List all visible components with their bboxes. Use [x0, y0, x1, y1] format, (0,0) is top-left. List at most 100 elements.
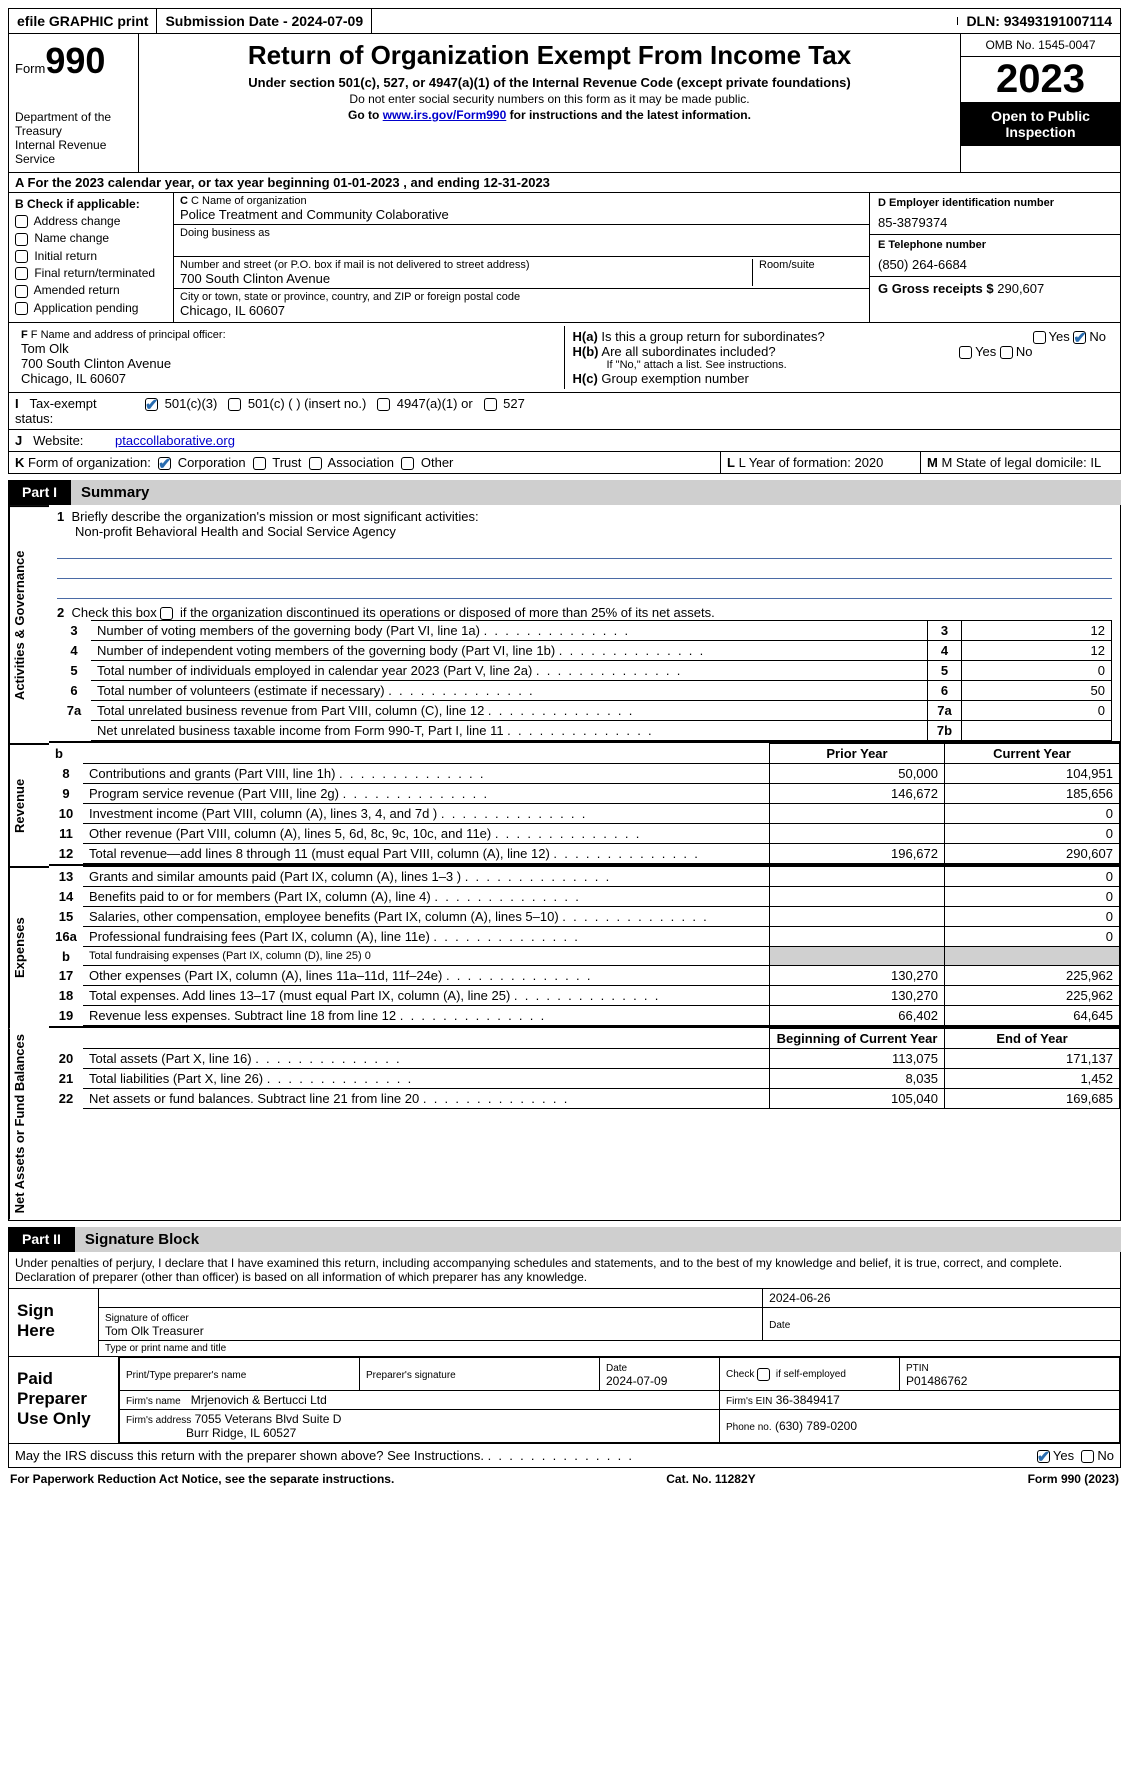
gross-receipts: 290,607	[997, 281, 1044, 296]
telephone: (850) 264-6684	[878, 257, 1112, 272]
domicile-state: IL	[1090, 455, 1101, 470]
dba-label: Doing business as	[180, 227, 863, 239]
line2-checkbox[interactable]	[160, 607, 173, 620]
tab-governance: Activities & Governance	[9, 505, 49, 743]
colb-checkbox[interactable]	[15, 302, 28, 315]
colb-checkbox[interactable]	[15, 233, 28, 246]
assoc-checkbox[interactable]	[309, 457, 322, 470]
org-name-label: C C Name of organization	[180, 195, 863, 207]
row-i: I Tax-exempt status: 501(c)(3) 501(c) ( …	[8, 393, 1121, 430]
ha-no-checkbox[interactable]	[1073, 331, 1086, 344]
colb-checkbox[interactable]	[15, 250, 28, 263]
form-header: Form 990 Department of the Treasury Inte…	[8, 34, 1121, 173]
sign-here-block: Sign Here 2024-06-26 Signature of office…	[8, 1289, 1121, 1357]
colb-item: Application pending	[15, 301, 167, 315]
addr-label: Number and street (or P.O. box if mail i…	[180, 259, 746, 271]
colb-item: Initial return	[15, 249, 167, 263]
discuss-yes-checkbox[interactable]	[1037, 1450, 1050, 1463]
ha-row: H(a) Is this a group return for subordin…	[573, 329, 1107, 344]
type-print-label: Type or print name and title	[99, 1340, 1120, 1356]
tax-year: 2023	[961, 57, 1120, 102]
colb-item: Final return/terminated	[15, 266, 167, 280]
part2-num: Part II	[8, 1227, 75, 1252]
website-link[interactable]: ptaccollaborative.org	[115, 433, 235, 448]
page-footer: For Paperwork Reduction Act Notice, see …	[8, 1468, 1121, 1490]
tel-label: E Telephone number	[878, 239, 1112, 251]
discuss-no-checkbox[interactable]	[1081, 1450, 1094, 1463]
tab-netassets: Net Assets or Fund Balances	[9, 1028, 49, 1219]
efile-label: efile GRAPHIC print	[9, 9, 157, 33]
ssn-note: Do not enter social security numbers on …	[149, 92, 950, 106]
firm-name: Mrjenovich & Bertucci Ltd	[191, 1393, 327, 1407]
netassets-table: Beginning of Current Year End of Year20 …	[49, 1028, 1120, 1109]
ein-label: D Employer identification number	[878, 197, 1112, 209]
officer-sig-name: Tom Olk Treasurer	[105, 1324, 204, 1338]
hb-note: If "No," attach a list. See instructions…	[607, 359, 1107, 371]
officer-addr1: 700 South Clinton Avenue	[21, 356, 558, 371]
corp-checkbox[interactable]	[158, 457, 171, 470]
city-state-zip: Chicago, IL 60607	[180, 303, 863, 318]
irs-link[interactable]: www.irs.gov/Form990	[383, 108, 507, 122]
topbar-spacer	[372, 17, 958, 25]
colb-checkbox[interactable]	[15, 285, 28, 298]
part1-title: Summary	[71, 480, 1121, 505]
form-subtitle: Under section 501(c), 527, or 4947(a)(1)…	[149, 75, 950, 90]
paid-preparer-block: Paid Preparer Use Only Print/Type prepar…	[8, 1357, 1121, 1444]
firm-addr1: 7055 Veterans Blvd Suite D	[195, 1412, 342, 1426]
self-emp-checkbox[interactable]	[757, 1368, 770, 1381]
hb-yes-checkbox[interactable]	[959, 346, 972, 359]
col-c: C C Name of organization Police Treatmen…	[174, 193, 870, 322]
mission-rule	[57, 581, 1112, 599]
part2-header: Part II Signature Block	[8, 1227, 1121, 1252]
ein: 85-3879374	[878, 215, 1112, 230]
room-label: Room/suite	[759, 259, 863, 271]
trust-checkbox[interactable]	[253, 457, 266, 470]
mission-text: Non-profit Behavioral Health and Social …	[75, 524, 1112, 539]
goto-note: Go to www.irs.gov/Form990 for instructio…	[149, 108, 950, 122]
form-ref: Form 990 (2023)	[1028, 1472, 1119, 1486]
527-checkbox[interactable]	[484, 398, 497, 411]
part1-num: Part I	[8, 480, 71, 505]
org-name: Police Treatment and Community Colaborat…	[180, 207, 863, 222]
colb-checkbox[interactable]	[15, 267, 28, 280]
cat-no: Cat. No. 11282Y	[666, 1472, 755, 1486]
officer-name: Tom Olk	[21, 341, 558, 356]
501c-checkbox[interactable]	[228, 398, 241, 411]
paid-preparer-label: Paid Preparer Use Only	[9, 1357, 119, 1443]
tab-revenue: Revenue	[9, 743, 49, 866]
header-middle: Return of Organization Exempt From Incom…	[139, 34, 960, 172]
part1-header: Part I Summary	[8, 480, 1121, 505]
summary-section: Activities & Governance 1 Briefly descri…	[8, 505, 1121, 1220]
col-b: B Check if applicable: Address change Na…	[9, 193, 174, 322]
ptin: P01486762	[906, 1374, 967, 1388]
city-label: City or town, state or province, country…	[180, 291, 863, 303]
ha-yes-checkbox[interactable]	[1033, 331, 1046, 344]
department: Department of the Treasury Internal Reve…	[15, 110, 132, 166]
officer-label: F Name and address of principal officer:	[31, 329, 226, 341]
mission-rule	[57, 541, 1112, 559]
discuss-row: May the IRS discuss this return with the…	[8, 1444, 1121, 1468]
sig-date-label: Date	[769, 1320, 790, 1331]
row-a-tax-year: A For the 2023 calendar year, or tax yea…	[8, 173, 1121, 193]
revenue-table: b Prior Year Current Year8 Contributions…	[49, 743, 1120, 864]
hc-row: H(c) Group exemption number	[573, 371, 1107, 386]
501c3-checkbox[interactable]	[145, 398, 158, 411]
year-formation: 2020	[854, 455, 883, 470]
perjury-statement: Under penalties of perjury, I declare th…	[8, 1252, 1121, 1289]
header-right: OMB No. 1545-0047 2023 Open to Public In…	[960, 34, 1120, 172]
gross-label: G Gross receipts $	[878, 281, 994, 296]
topbar: efile GRAPHIC print Submission Date - 20…	[8, 8, 1121, 34]
4947-checkbox[interactable]	[377, 398, 390, 411]
colb-checkbox[interactable]	[15, 215, 28, 228]
other-checkbox[interactable]	[401, 457, 414, 470]
officer-addr2: Chicago, IL 60607	[21, 371, 558, 386]
row-f-h: F F Name and address of principal office…	[8, 323, 1121, 393]
form-title: Return of Organization Exempt From Incom…	[149, 40, 950, 71]
hb-no-checkbox[interactable]	[1000, 346, 1013, 359]
governance-table: 3 Number of voting members of the govern…	[57, 620, 1112, 741]
sig-officer-label: Signature of officer	[105, 1313, 189, 1324]
part2-title: Signature Block	[75, 1227, 1121, 1252]
sign-date: 2024-06-26	[769, 1291, 830, 1305]
mission-rule	[57, 561, 1112, 579]
omb-number: OMB No. 1545-0047	[961, 34, 1120, 57]
